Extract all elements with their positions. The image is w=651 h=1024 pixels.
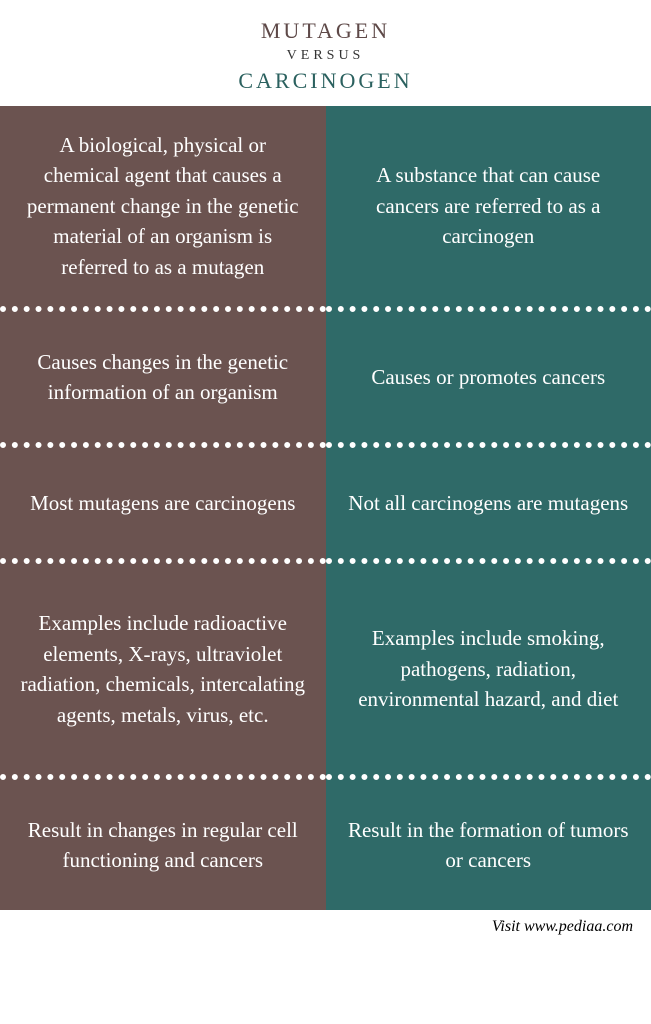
carcinogen-cell-4: Result in the formation of tumors or can… bbox=[326, 780, 651, 910]
mutagen-column: A biological, physical or chemical agent… bbox=[0, 106, 326, 910]
carcinogen-cell-0: A substance that can cause cancers are r… bbox=[326, 106, 651, 306]
carcinogen-cell-1: Causes or promotes cancers bbox=[326, 312, 651, 442]
carcinogen-cell-3: Examples include smoking, pathogens, rad… bbox=[326, 564, 651, 774]
footer-credit: Visit www.pediaa.com bbox=[0, 910, 651, 950]
mutagen-cell-1: Causes changes in the genetic informatio… bbox=[0, 312, 326, 442]
header-title-mutagen: MUTAGEN bbox=[0, 18, 651, 44]
carcinogen-column: A substance that can cause cancers are r… bbox=[326, 106, 651, 910]
header: MUTAGEN VERSUS CARCINOGEN bbox=[0, 0, 651, 106]
mutagen-cell-2: Most mutagens are carcinogens bbox=[0, 448, 326, 558]
mutagen-cell-3: Examples include radioactive elements, X… bbox=[0, 564, 326, 774]
mutagen-cell-0: A biological, physical or chemical agent… bbox=[0, 106, 326, 306]
mutagen-cell-4: Result in changes in regular cell functi… bbox=[0, 780, 326, 910]
comparison-columns: A biological, physical or chemical agent… bbox=[0, 106, 651, 910]
header-title-carcinogen: CARCINOGEN bbox=[0, 68, 651, 94]
header-versus: VERSUS bbox=[0, 48, 651, 64]
comparison-infographic: MUTAGEN VERSUS CARCINOGEN A biological, … bbox=[0, 0, 651, 950]
carcinogen-cell-2: Not all carcinogens are mutagens bbox=[326, 448, 651, 558]
